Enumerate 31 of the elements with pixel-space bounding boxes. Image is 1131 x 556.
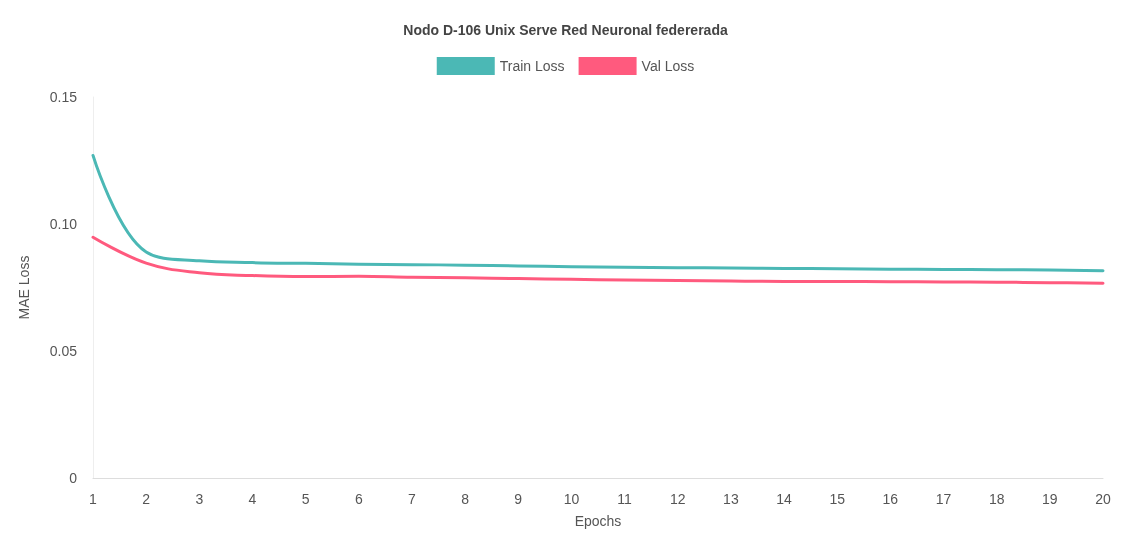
x-axis-title: Epochs <box>574 513 622 529</box>
line-series <box>91 235 1105 285</box>
legend-label: Train Loss <box>499 58 565 74</box>
x-tick-label: 14 <box>776 491 793 507</box>
y-tick-label: 0.15 <box>49 89 78 105</box>
x-tick-label: 13 <box>723 491 739 507</box>
x-tick-label: 2 <box>142 491 151 507</box>
line-series <box>91 153 1105 273</box>
x-tick-label: 8 <box>461 491 470 507</box>
x-tick-label: 12 <box>669 491 686 507</box>
x-tick-label: 3 <box>195 491 204 507</box>
x-tick-label: 17 <box>935 491 952 507</box>
y-tick-label: 0 <box>69 470 78 486</box>
x-tick-label: 7 <box>408 491 417 507</box>
y-tick-label: 0.05 <box>49 343 78 359</box>
x-tick-label: 6 <box>354 491 363 507</box>
y-axis-title: MAE Loss <box>16 255 32 320</box>
x-tick-label: 1 <box>89 491 98 507</box>
x-tick-label: 11 <box>617 491 633 507</box>
x-tick-label: 18 <box>988 491 1005 507</box>
legend-label: Val Loss <box>641 58 695 74</box>
x-tick-label: 10 <box>563 491 580 507</box>
chart-title: Nodo D-106 Unix Serve Red Neuronal federerada <box>403 22 728 38</box>
x-tick-label: 16 <box>882 491 899 507</box>
x-tick-label: 15 <box>829 491 846 507</box>
x-tick-label: 20 <box>1095 491 1111 507</box>
y-tick-label: 0.10 <box>49 216 78 232</box>
x-tick-label: 19 <box>1042 491 1058 507</box>
x-tick-label: 4 <box>248 491 257 507</box>
x-tick-label: 9 <box>514 491 523 507</box>
x-tick-label: 5 <box>301 491 310 507</box>
